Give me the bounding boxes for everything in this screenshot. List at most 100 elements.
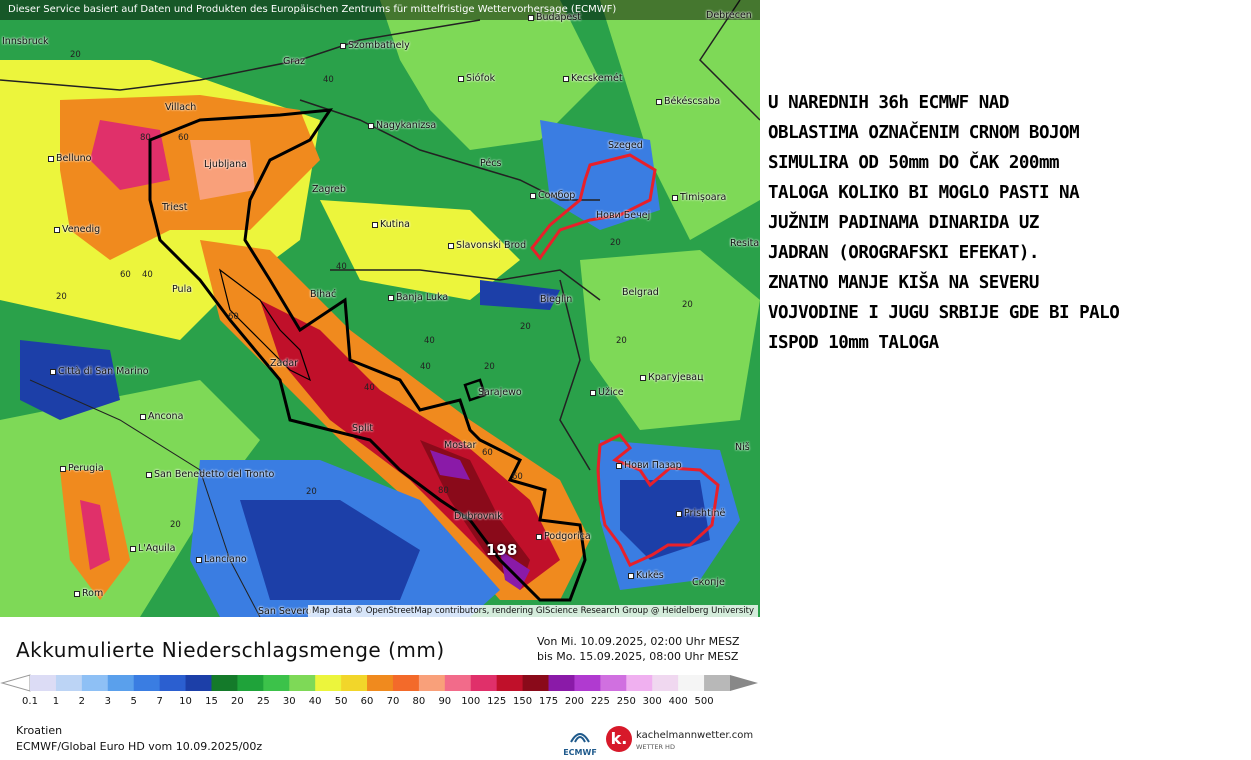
colorbar-tick-label: 90 [438, 696, 452, 707]
colorbar-swatch [418, 675, 446, 691]
city-label: Slavonski Brod [448, 240, 526, 251]
city-label: Sarajewo [478, 387, 522, 398]
isoline-label: 20 [56, 292, 67, 302]
isoline-label: 40 [424, 336, 435, 346]
city-label: Innsbruck [2, 36, 49, 47]
city-label: Perugia [60, 463, 104, 474]
isoline-label: 20 [610, 238, 621, 248]
city-label: Bihać [310, 289, 337, 300]
city-label: Mostar [444, 440, 477, 451]
isoline-label: 80 [438, 486, 449, 496]
isoline-label: 20 [484, 362, 495, 372]
colorbar-tick-label: 150 [513, 696, 533, 707]
colorbar-tick-label: 3 [104, 696, 111, 707]
field-red-italy [80, 500, 110, 570]
map-canvas [0, 0, 760, 617]
kachelmann-logo-icon: k. [606, 726, 632, 752]
colorbar-tick-label: 500 [694, 696, 714, 707]
city-label: Split [352, 423, 374, 434]
isoline-label: 20 [682, 300, 693, 310]
field-blue-vojvodina [540, 120, 660, 230]
colorbar-left-arrow [0, 674, 31, 692]
vojvodina-red-marking [530, 153, 657, 261]
colorbar-swatch [626, 675, 653, 691]
city-label: Békéscsaba [656, 96, 720, 107]
colorbar-swatch [548, 675, 575, 691]
city-label: Ljubljana [204, 159, 247, 170]
isoline-label: 60 [482, 448, 493, 458]
city-label: Szombathely [340, 40, 410, 51]
period-to: bis Mo. 15.09.2025, 08:00 Uhr MESZ [537, 650, 739, 663]
city-label: Ancona [140, 411, 183, 422]
isoline-label: 80 [140, 133, 151, 143]
field-purple-mostar [430, 450, 470, 480]
heavy-rain-outline-small [463, 378, 487, 402]
coast-islands-outline [219, 268, 312, 382]
colorbar-swatch [522, 675, 550, 691]
isoline-label: 20 [306, 487, 317, 497]
colorbar-right-arrow [730, 675, 758, 691]
period-from: Von Mi. 10.09.2025, 02:00 Uhr MESZ [537, 635, 740, 648]
city-label: Kutina [372, 219, 410, 230]
isoline-label: 20 [170, 520, 181, 530]
city-label: Pula [172, 284, 193, 295]
colorbar-swatch [470, 675, 498, 691]
colorbar-tick-label: 80 [412, 696, 426, 707]
isoline-label: 40 [142, 270, 153, 280]
city-label: Belgrad [622, 287, 659, 298]
kachelmann-sub: WETTER HD [636, 743, 675, 751]
city-label: Нови Бечеј [596, 210, 651, 221]
city-label: Banja Luka [388, 292, 448, 303]
colorbar-tick-label: 15 [205, 696, 218, 707]
city-label: Rom [74, 588, 103, 599]
isoline-label: 40 [323, 75, 334, 85]
map-attribution: Map data © OpenStreetMap contributors, r… [308, 605, 758, 617]
city-label: Нови Пазар [616, 460, 682, 471]
colorbar-tick-label: 7 [156, 696, 163, 707]
forecast-annotation: U NAREDNIH 36h ECMWF NAD OBLASTIMA OZNAČ… [768, 93, 1120, 353]
border-line-ro [699, 0, 760, 121]
colorbar-tick-label: 60 [360, 696, 374, 707]
colorbar-tick-label: 40 [308, 696, 322, 707]
colorbar-tick-label: 100 [461, 696, 481, 707]
colorbar-swatch [444, 675, 472, 691]
model-run-label: ECMWF/Global Euro HD vom 10.09.2025/00z [16, 740, 263, 753]
colorbar-tick-label: 125 [487, 696, 507, 707]
city-label: Dubrovnik [454, 511, 503, 522]
city-label: Kukës [628, 570, 664, 581]
colorbar-swatch [574, 675, 601, 691]
kosovo-red-marking [596, 433, 720, 567]
city-label: Debrecen [706, 10, 752, 21]
isoline-label: 40 [420, 362, 431, 372]
city-label: Città di San Marino [50, 366, 149, 377]
colorbar-tick-label: 0.1 [22, 696, 38, 707]
city-label: Скопје [692, 577, 725, 588]
isoline-label: 60 [178, 133, 189, 143]
field-darkblue-marino [20, 340, 120, 420]
colorbar-tick-label: 50 [334, 696, 348, 707]
legend-title: Akkumulierte Niederschlagsmenge (mm) [16, 638, 445, 662]
colorbar-swatch [341, 675, 368, 691]
city-label: San Severo [258, 606, 312, 617]
colorbar-swatch [496, 675, 524, 691]
colorbar-tick-label: 1 [52, 696, 60, 707]
colorbar-swatch [289, 675, 316, 691]
colorbar-swatch [678, 675, 705, 691]
region-label: Kroatien [16, 724, 63, 737]
city-label: Venedig [54, 224, 100, 235]
colorbar-tick-label: 10 [179, 696, 192, 707]
city-label: Triest [162, 202, 188, 213]
city-label: Kecskemét [563, 73, 623, 84]
colorbar-swatch [211, 675, 238, 691]
city-label: Villach [165, 102, 197, 113]
isoline-label: 60 [228, 312, 239, 322]
colorbar-swatch [237, 675, 264, 691]
colorbar-tick-label: 225 [590, 696, 610, 707]
colorbar-tick-label: 20 [231, 696, 244, 707]
city-label: Graz [283, 56, 306, 67]
isoline-label: 40 [336, 262, 347, 272]
city-label: Nagykanizsa [368, 120, 436, 131]
legend-colorbar [0, 674, 758, 692]
colorbar-swatch [185, 675, 212, 691]
city-label: Budapest [528, 12, 581, 23]
